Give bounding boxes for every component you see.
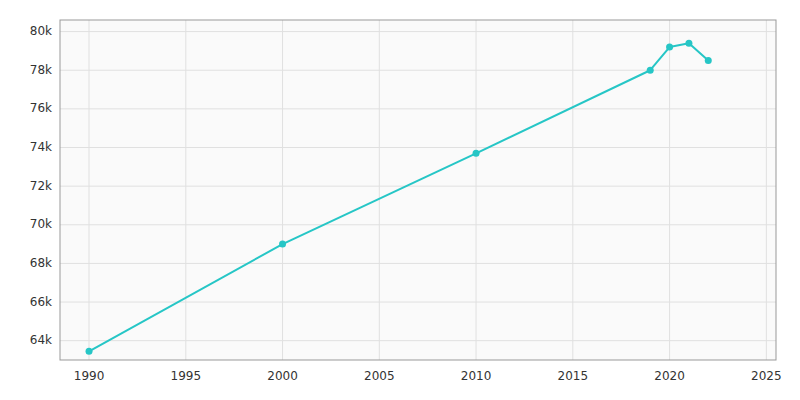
y-tick-label: 74k — [30, 140, 52, 154]
y-grid-line — [60, 263, 776, 264]
x-grid-line — [282, 20, 283, 360]
y-tick-label: 70k — [30, 217, 52, 231]
x-tick-label: 2025 — [751, 369, 782, 383]
x-grid-line — [476, 20, 477, 360]
x-tick-label: 2015 — [558, 369, 589, 383]
line — [89, 43, 708, 351]
y-grid-line — [60, 31, 776, 32]
grid — [60, 20, 776, 360]
y-grid-line — [60, 147, 776, 148]
y-tick-label: 78k — [30, 63, 52, 77]
point — [86, 348, 93, 355]
x-tick-label: 2020 — [654, 369, 685, 383]
x-tick-label: 1995 — [171, 369, 202, 383]
x-tick-label: 2005 — [364, 369, 395, 383]
y-tick-label: 66k — [30, 295, 52, 309]
x-grid-line — [185, 20, 186, 360]
x-grid-line — [379, 20, 380, 360]
x-grid-line — [766, 20, 767, 360]
plot-background — [60, 20, 776, 360]
y-grid-line — [60, 340, 776, 341]
y-grid-line — [60, 224, 776, 225]
y-grid-line — [60, 108, 776, 109]
chart-svg: 64k 66k 68k 70k 72k 74k 76k 78k 80k 1990 1995 2000 2… — [0, 0, 800, 400]
chart-container: 64k 66k 68k 70k 72k 74k 76k 78k 80k 1990 1995 2000 2… — [0, 0, 800, 400]
point — [666, 44, 673, 51]
y-grid-line — [60, 70, 776, 71]
x-grid-line — [89, 20, 90, 360]
x-grid-line — [669, 20, 670, 360]
x-tick-label: 2010 — [461, 369, 492, 383]
data-layer — [86, 40, 712, 355]
point — [647, 67, 654, 74]
y-tick-label: 68k — [30, 256, 52, 270]
y-tick-label: 80k — [30, 24, 52, 38]
y-grid-line — [60, 302, 776, 303]
y-tick-label: 72k — [30, 179, 52, 193]
x-grid-line — [572, 20, 573, 360]
y-tick-label: 64k — [30, 333, 52, 347]
point — [279, 241, 286, 248]
x-tick-label: 1990 — [74, 369, 105, 383]
point — [685, 40, 692, 47]
point — [705, 57, 712, 64]
x-tick-label: 2000 — [267, 369, 298, 383]
y-tick-label: 76k — [30, 101, 52, 115]
y-grid-line — [60, 186, 776, 187]
plot-frame — [60, 20, 776, 360]
point — [473, 150, 480, 157]
